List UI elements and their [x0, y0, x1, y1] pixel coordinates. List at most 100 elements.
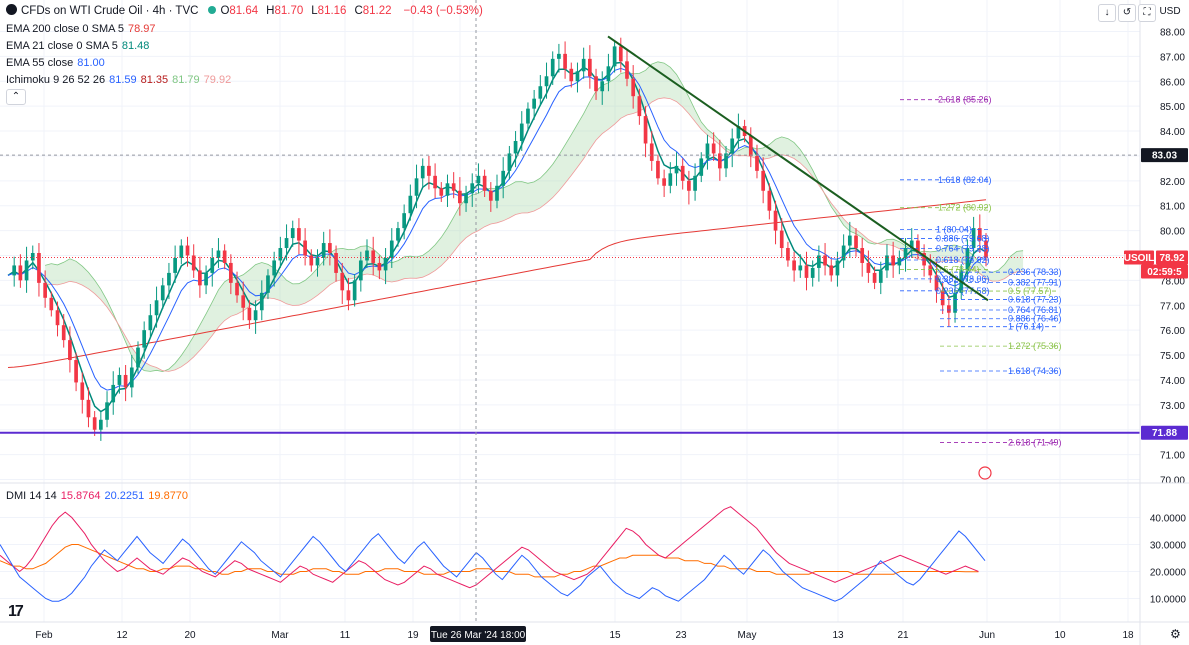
ohlc-value: 81.22 [362, 5, 392, 17]
fib-label: 0.618 (77.23) [1008, 295, 1062, 305]
candle-body [198, 270, 202, 286]
candle-body [649, 143, 654, 161]
candle-body [55, 310, 60, 326]
fib-label: 1.618 (82.04) [938, 175, 992, 185]
fib-label: 0.764 (79.28) [936, 244, 990, 254]
candle-body [705, 143, 710, 159]
fib-label: 2.618 (71.49) [1008, 437, 1062, 447]
candle-body [588, 58, 592, 77]
symbol-legend[interactable]: CFDs on WTI Crude Oil · 4h · TVC O81.64 H8… [6, 4, 487, 18]
span-a-line [44, 61, 1024, 373]
candlesticks [12, 37, 988, 441]
price-label-bg [1124, 250, 1154, 265]
candle-body [290, 228, 295, 239]
dmi-tick-label: 10.0000 [1150, 595, 1187, 606]
time-tick-label: 11 [340, 630, 351, 641]
candle-body [538, 86, 543, 99]
candle-body [835, 260, 840, 276]
time-tick-label: 23 [675, 630, 687, 641]
indicator-value: 78.97 [128, 23, 156, 35]
price-tick-label: 75.00 [1160, 351, 1185, 362]
candle-body [798, 265, 803, 271]
candle-body [458, 190, 462, 204]
candle-body [160, 285, 165, 301]
dmi-minus-line [0, 506, 979, 589]
ohlc-key: L [311, 5, 318, 17]
candle-body [266, 275, 270, 293]
candle-body [891, 255, 895, 266]
fib-label: 0.236 (78.33) [1008, 267, 1062, 277]
fullscreen-icon[interactable]: ⛶ [1138, 4, 1156, 22]
trendline[interactable] [607, 35, 989, 302]
collapse-legend-button[interactable]: ⌃ [6, 89, 26, 105]
settings-icon[interactable]: ⚙ [1170, 627, 1181, 641]
dmi-plus-line [0, 530, 986, 602]
candle-body [216, 250, 221, 258]
currency-selector[interactable]: USD [1159, 6, 1181, 17]
fib-label: 0.618 (78.82) [936, 255, 990, 265]
candle-body [761, 170, 766, 191]
fib-label: 0.764 (76.81) [1008, 305, 1062, 315]
indicator-row[interactable]: Ichimoku 9 26 52 26 81.59 81.35 81.79 79.92 [6, 73, 235, 87]
candle-body [204, 272, 208, 286]
candle-body [513, 140, 518, 154]
candle-body [482, 175, 487, 191]
price-labels: 83.03 USOIL 78.92 02:59:5 71.88 [1124, 148, 1188, 440]
price-tick-label: 85.00 [1160, 102, 1185, 113]
dmi-value: 15.8764 [60, 490, 101, 502]
ohlc-values: O81.64 H81.70 L81.16 C81.22 [220, 5, 399, 17]
ema-21-line [7, 61, 987, 413]
candle-body [495, 185, 499, 201]
candle-body [971, 228, 976, 249]
candle-body [854, 235, 858, 249]
indicator-row[interactable]: EMA 200 close 0 SMA 5 78.97 [6, 22, 160, 36]
candle-body [37, 253, 41, 283]
price-label: 71.88 [1152, 428, 1177, 439]
candle-body [148, 315, 153, 331]
undo-icon[interactable]: ↺ [1118, 4, 1136, 22]
candle-body [563, 53, 567, 69]
time-tick-label: Feb [35, 630, 53, 641]
candle-body [829, 265, 834, 276]
candle-body [594, 76, 598, 92]
candle-body [916, 240, 920, 253]
candle-body [823, 255, 827, 266]
candle-body [817, 255, 821, 268]
price-tick-label: 71.00 [1160, 451, 1185, 462]
candle-body [841, 245, 846, 261]
candle-body [656, 160, 660, 179]
price-tick-label: 81.00 [1160, 202, 1185, 213]
symbol-logo-icon [6, 4, 17, 15]
indicator-row[interactable]: EMA 55 close 81.00 [6, 56, 109, 70]
candle-body [847, 235, 852, 246]
dmi-tick-label: 40.0000 [1150, 514, 1187, 525]
fib-label: 0.382 (78.06) [936, 274, 990, 284]
candle-body [755, 155, 759, 171]
candle-body [717, 153, 722, 169]
candle-body [18, 265, 23, 281]
download-icon[interactable]: ↓ [1098, 4, 1116, 22]
dmi-label: DMI 14 14 [6, 490, 57, 502]
symbol-title[interactable]: CFDs on WTI Crude Oil · 4h · TVC [21, 5, 199, 17]
indicator-value: 81.00 [77, 57, 105, 69]
dmi-tick-label: 20.0000 [1150, 568, 1187, 579]
candle-body [284, 238, 289, 249]
tradingview-logo-icon[interactable]: 17 [8, 603, 24, 620]
fib-label: 0.5 (78.44) [936, 264, 980, 274]
candle-body [235, 282, 239, 296]
candle-body [228, 262, 233, 283]
ohlc-key: C [354, 5, 363, 17]
candle-body [247, 307, 252, 321]
candle-body [606, 66, 611, 82]
candle-body [662, 178, 666, 186]
indicator-value: 81.35 [140, 74, 169, 86]
candle-body [43, 282, 47, 298]
candle-body [773, 210, 778, 231]
candle-body [68, 340, 72, 361]
candle-body [74, 360, 78, 383]
ohlc-key: H [266, 5, 275, 17]
candle-body [99, 419, 103, 430]
candle-body [928, 265, 933, 276]
indicator-row[interactable]: EMA 21 close 0 SMA 5 81.48 [6, 39, 153, 53]
